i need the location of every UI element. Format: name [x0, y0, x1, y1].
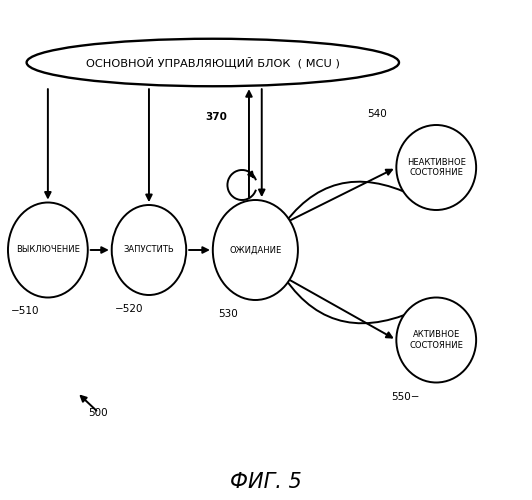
- Text: −520: −520: [114, 304, 143, 314]
- Text: АКТИВНОЕ
СОСТОЯНИЕ: АКТИВНОЕ СОСТОЯНИЕ: [409, 330, 463, 349]
- Text: ЗАПУСТИТЬ: ЗАПУСТИТЬ: [123, 246, 174, 254]
- Text: НЕАКТИВНОЕ
СОСТОЯНИЕ: НЕАКТИВНОЕ СОСТОЯНИЕ: [407, 158, 466, 177]
- Ellipse shape: [112, 205, 186, 295]
- Text: 500: 500: [89, 408, 108, 418]
- Text: ОСНОВНОЙ УПРАВЛЯЮЩИЙ БЛОК  ( MCU ): ОСНОВНОЙ УПРАВЛЯЮЩИЙ БЛОК ( MCU ): [86, 56, 340, 68]
- Text: 530: 530: [218, 309, 238, 319]
- Text: ОЖИДАНИЕ: ОЖИДАНИЕ: [229, 246, 281, 254]
- Text: 370: 370: [205, 112, 227, 122]
- Ellipse shape: [8, 202, 88, 298]
- Ellipse shape: [396, 125, 476, 210]
- Text: ФИГ. 5: ФИГ. 5: [230, 472, 302, 492]
- Text: ВЫКЛЮЧЕНИЕ: ВЫКЛЮЧЕНИЕ: [16, 246, 80, 254]
- Text: −510: −510: [11, 306, 39, 316]
- Ellipse shape: [396, 298, 476, 382]
- Ellipse shape: [213, 200, 298, 300]
- Text: 550−: 550−: [391, 392, 420, 402]
- Text: 540: 540: [367, 109, 387, 119]
